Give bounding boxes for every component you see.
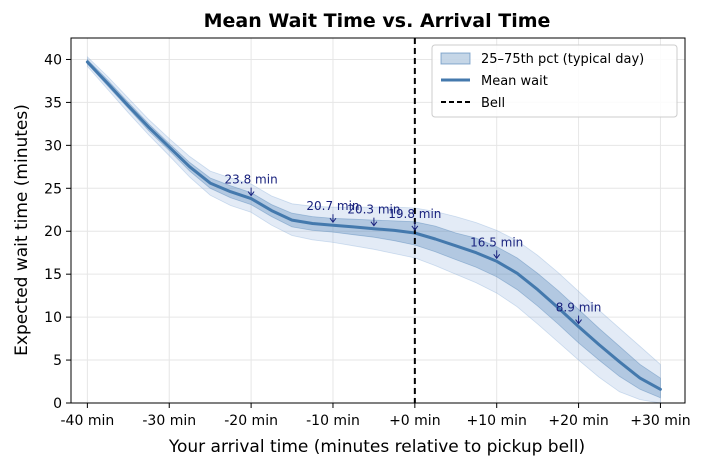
annotation-arrowhead — [575, 319, 582, 325]
y-axis-label: Expected wait time (minutes) — [12, 104, 32, 356]
mean-wait-line — [85, 60, 662, 391]
annotation-label: 19.8 min — [388, 207, 441, 221]
annotation-label: 20.7 min — [306, 199, 359, 213]
legend-box — [431, 44, 678, 118]
y-tick-label: 20 — [44, 224, 62, 240]
x-tick-label: +0 min — [389, 413, 441, 429]
annotation-label: 20.3 min — [347, 203, 400, 217]
chart-title: Mean Wait Time vs. Arrival Time — [204, 10, 551, 32]
x-tick-label: -40 min — [61, 413, 115, 429]
x-tick-label: +20 min — [548, 413, 608, 429]
annotation-label: 23.8 min — [225, 173, 278, 187]
y-tick-label: 0 — [53, 396, 62, 412]
annotation-arrowhead — [247, 191, 255, 197]
y-tick-label: 35 — [44, 95, 62, 111]
annotation-label: 8.9 min — [556, 301, 602, 315]
annotation-label: 16.5 min — [470, 235, 523, 249]
axis-ticks: -40 min -30 min -20 min -10 min +0 min +10 mi… — [44, 52, 690, 429]
plot-frame — [70, 37, 686, 404]
annotation: 20.7 min — [306, 199, 360, 224]
legend-label-band: 25–75th pct (typical day) — [481, 52, 644, 67]
x-tick-label: +10 min — [467, 413, 527, 429]
annotation: 23.8 min — [225, 173, 278, 197]
annotation: 16.5 min — [470, 235, 523, 260]
legend: 25–75th pct (typical day) Mean wait Bell — [431, 44, 678, 118]
x-tick-label: +30 min — [630, 413, 690, 429]
annotation-arrowhead — [411, 225, 419, 231]
y-tick-label: 30 — [44, 138, 62, 154]
y-tick-label: 10 — [44, 310, 62, 326]
legend-label-mean: Mean wait — [481, 74, 548, 89]
y-tick-label: 15 — [44, 267, 62, 283]
x-tick-label: -30 min — [142, 413, 196, 429]
x-tick-label: -10 min — [306, 413, 360, 429]
annotation: 20.3 min — [347, 203, 400, 227]
y-tick-label: 25 — [44, 181, 62, 197]
annotation-arrowhead — [493, 253, 501, 260]
annotation-arrowhead — [329, 217, 337, 224]
legend-swatch-band — [440, 52, 471, 65]
annotation: 19.8 min — [388, 207, 441, 231]
mean-line-layer — [85, 60, 662, 391]
annotation-arrowhead — [370, 221, 378, 227]
legend-label-bell: Bell — [481, 96, 505, 111]
y-tick-label: 40 — [44, 52, 62, 68]
y-tick-label: 5 — [53, 353, 62, 369]
x-axis-label: Your arrival time (minutes relative to p… — [168, 437, 585, 457]
x-tick-label: -20 min — [224, 413, 278, 429]
annotation: 8.9 min — [556, 301, 602, 325]
